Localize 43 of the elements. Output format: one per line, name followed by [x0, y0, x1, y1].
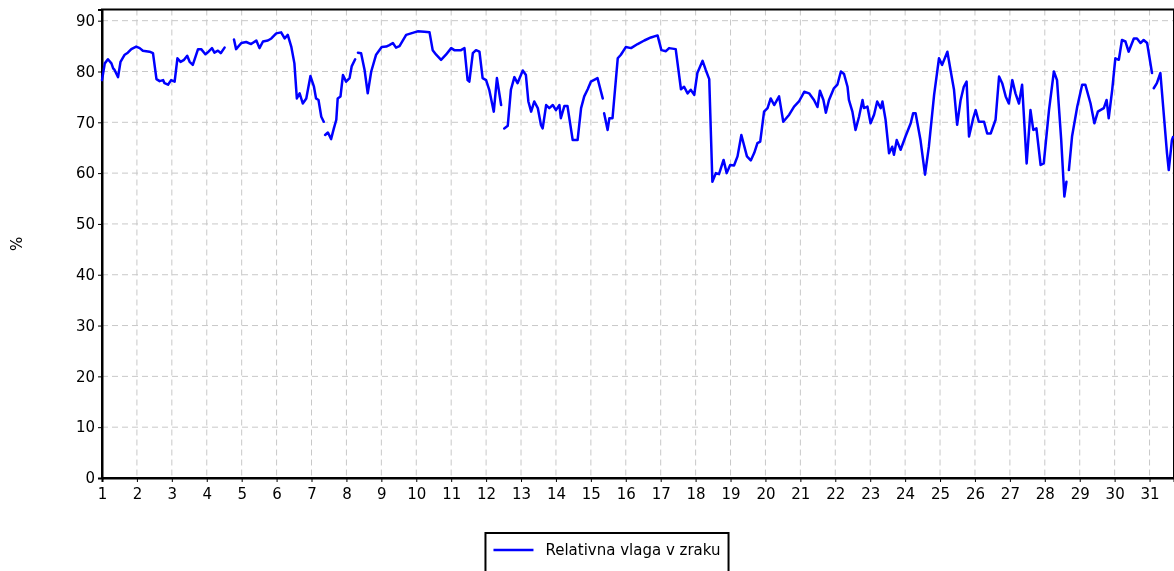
y-tick-label: 0 [85, 469, 95, 488]
x-tick-label: 11 [442, 484, 462, 503]
y-tick-label: 10 [75, 418, 95, 437]
x-tick-label: 23 [861, 484, 881, 503]
x-tick-label: 26 [965, 484, 986, 503]
x-tick-label: 6 [272, 484, 282, 503]
y-tick-label: 90 [75, 11, 95, 30]
x-tick-label: 5 [237, 484, 247, 503]
x-tick-label: 20 [756, 484, 776, 503]
x-tick-label: 14 [546, 484, 566, 503]
x-tick-label: 21 [791, 484, 811, 503]
x-tick-label: 31 [1140, 484, 1160, 503]
x-tick-label: 15 [581, 484, 601, 503]
x-tick-label: 1 [97, 484, 108, 503]
x-tick-label: 30 [1105, 484, 1125, 503]
y-tick-label: 80 [75, 62, 95, 81]
x-tick-label: 25 [931, 484, 951, 503]
x-tick-label: 29 [1070, 484, 1090, 503]
y-axis-title: % [8, 236, 26, 251]
x-tick-label: 9 [377, 484, 387, 503]
x-tick-label: 2 [132, 484, 143, 503]
x-tick-label: 4 [202, 484, 213, 503]
x-tick-label: 8 [342, 484, 352, 503]
x-tick-label: 13 [511, 484, 532, 503]
y-tick-label: 30 [75, 316, 95, 335]
x-tick-label: 19 [721, 484, 741, 503]
y-tick-label: 60 [75, 164, 95, 183]
x-tick-label: 18 [686, 484, 706, 503]
y-tick-label: 40 [75, 266, 95, 285]
x-tick-label: 17 [651, 484, 671, 503]
x-tick-label: 3 [167, 484, 178, 503]
x-tick-label: 22 [826, 484, 846, 503]
y-tick-label: 70 [75, 113, 95, 132]
x-tick-label: 12 [477, 484, 497, 503]
x-tick-label: 10 [407, 484, 427, 503]
x-tick-label: 27 [1000, 484, 1020, 503]
y-tick-label: 20 [75, 367, 95, 386]
y-tick-label: 50 [75, 215, 95, 234]
legend-label: Relativna vlaga v zraku [545, 541, 721, 560]
x-tick-label: 16 [616, 484, 636, 503]
x-tick-label: 24 [896, 484, 916, 503]
x-tick-label: 7 [307, 484, 317, 503]
x-tick-label: 28 [1035, 484, 1055, 503]
